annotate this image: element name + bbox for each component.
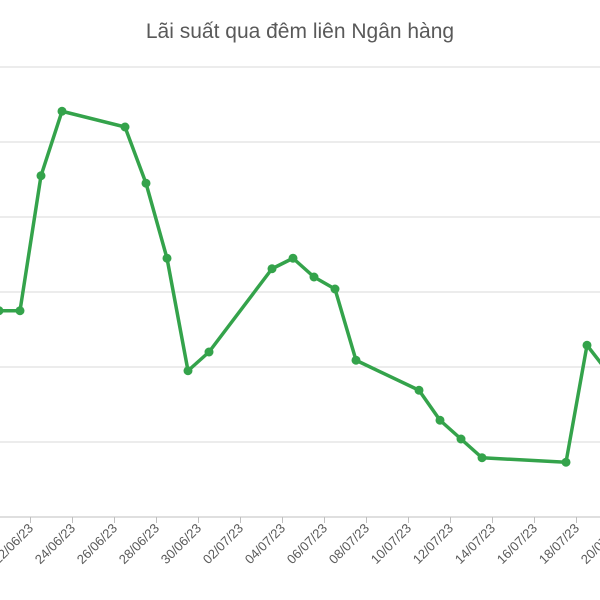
data-point — [120, 122, 130, 132]
chart-title: Lãi suất qua đêm liên Ngân hàng — [146, 20, 454, 43]
data-point — [36, 171, 46, 181]
data-point — [414, 385, 424, 395]
data-point — [477, 453, 487, 463]
x-tick-label: 16/07/23 — [494, 521, 540, 567]
data-point — [0, 306, 4, 316]
x-tick-label: 12/07/23 — [410, 521, 456, 567]
data-point — [309, 272, 319, 282]
data-point — [435, 415, 445, 425]
data-point — [561, 457, 571, 467]
x-tick-label: 22/06/23 — [0, 521, 36, 567]
x-tick-label: 08/07/23 — [326, 521, 372, 567]
x-tick-label: 18/07/23 — [536, 521, 582, 567]
data-point — [204, 347, 214, 357]
data-point — [57, 106, 67, 116]
data-point — [288, 253, 298, 263]
x-tick-label: 06/07/23 — [284, 521, 330, 567]
x-tick-label: 28/06/23 — [116, 521, 162, 567]
x-tick-label: 24/06/23 — [32, 521, 78, 567]
x-tick-label: 04/07/23 — [242, 521, 288, 567]
data-point — [183, 366, 193, 376]
series-line — [0, 109, 600, 464]
x-tick-label: 14/07/23 — [452, 521, 498, 567]
data-point — [351, 355, 361, 365]
x-tick-label: 26/06/23 — [74, 521, 120, 567]
data-point — [141, 178, 151, 188]
data-point — [267, 264, 277, 274]
data-point — [15, 306, 25, 316]
x-tick-label: 20/07/23 — [578, 521, 600, 567]
x-tick-label: 10/07/23 — [368, 521, 414, 567]
data-point — [162, 253, 172, 263]
data-point — [456, 434, 466, 444]
data-point — [582, 340, 592, 350]
x-tick-label: 02/07/23 — [200, 521, 246, 567]
x-tick-label: 30/06/23 — [158, 521, 204, 567]
data-point — [330, 284, 340, 294]
